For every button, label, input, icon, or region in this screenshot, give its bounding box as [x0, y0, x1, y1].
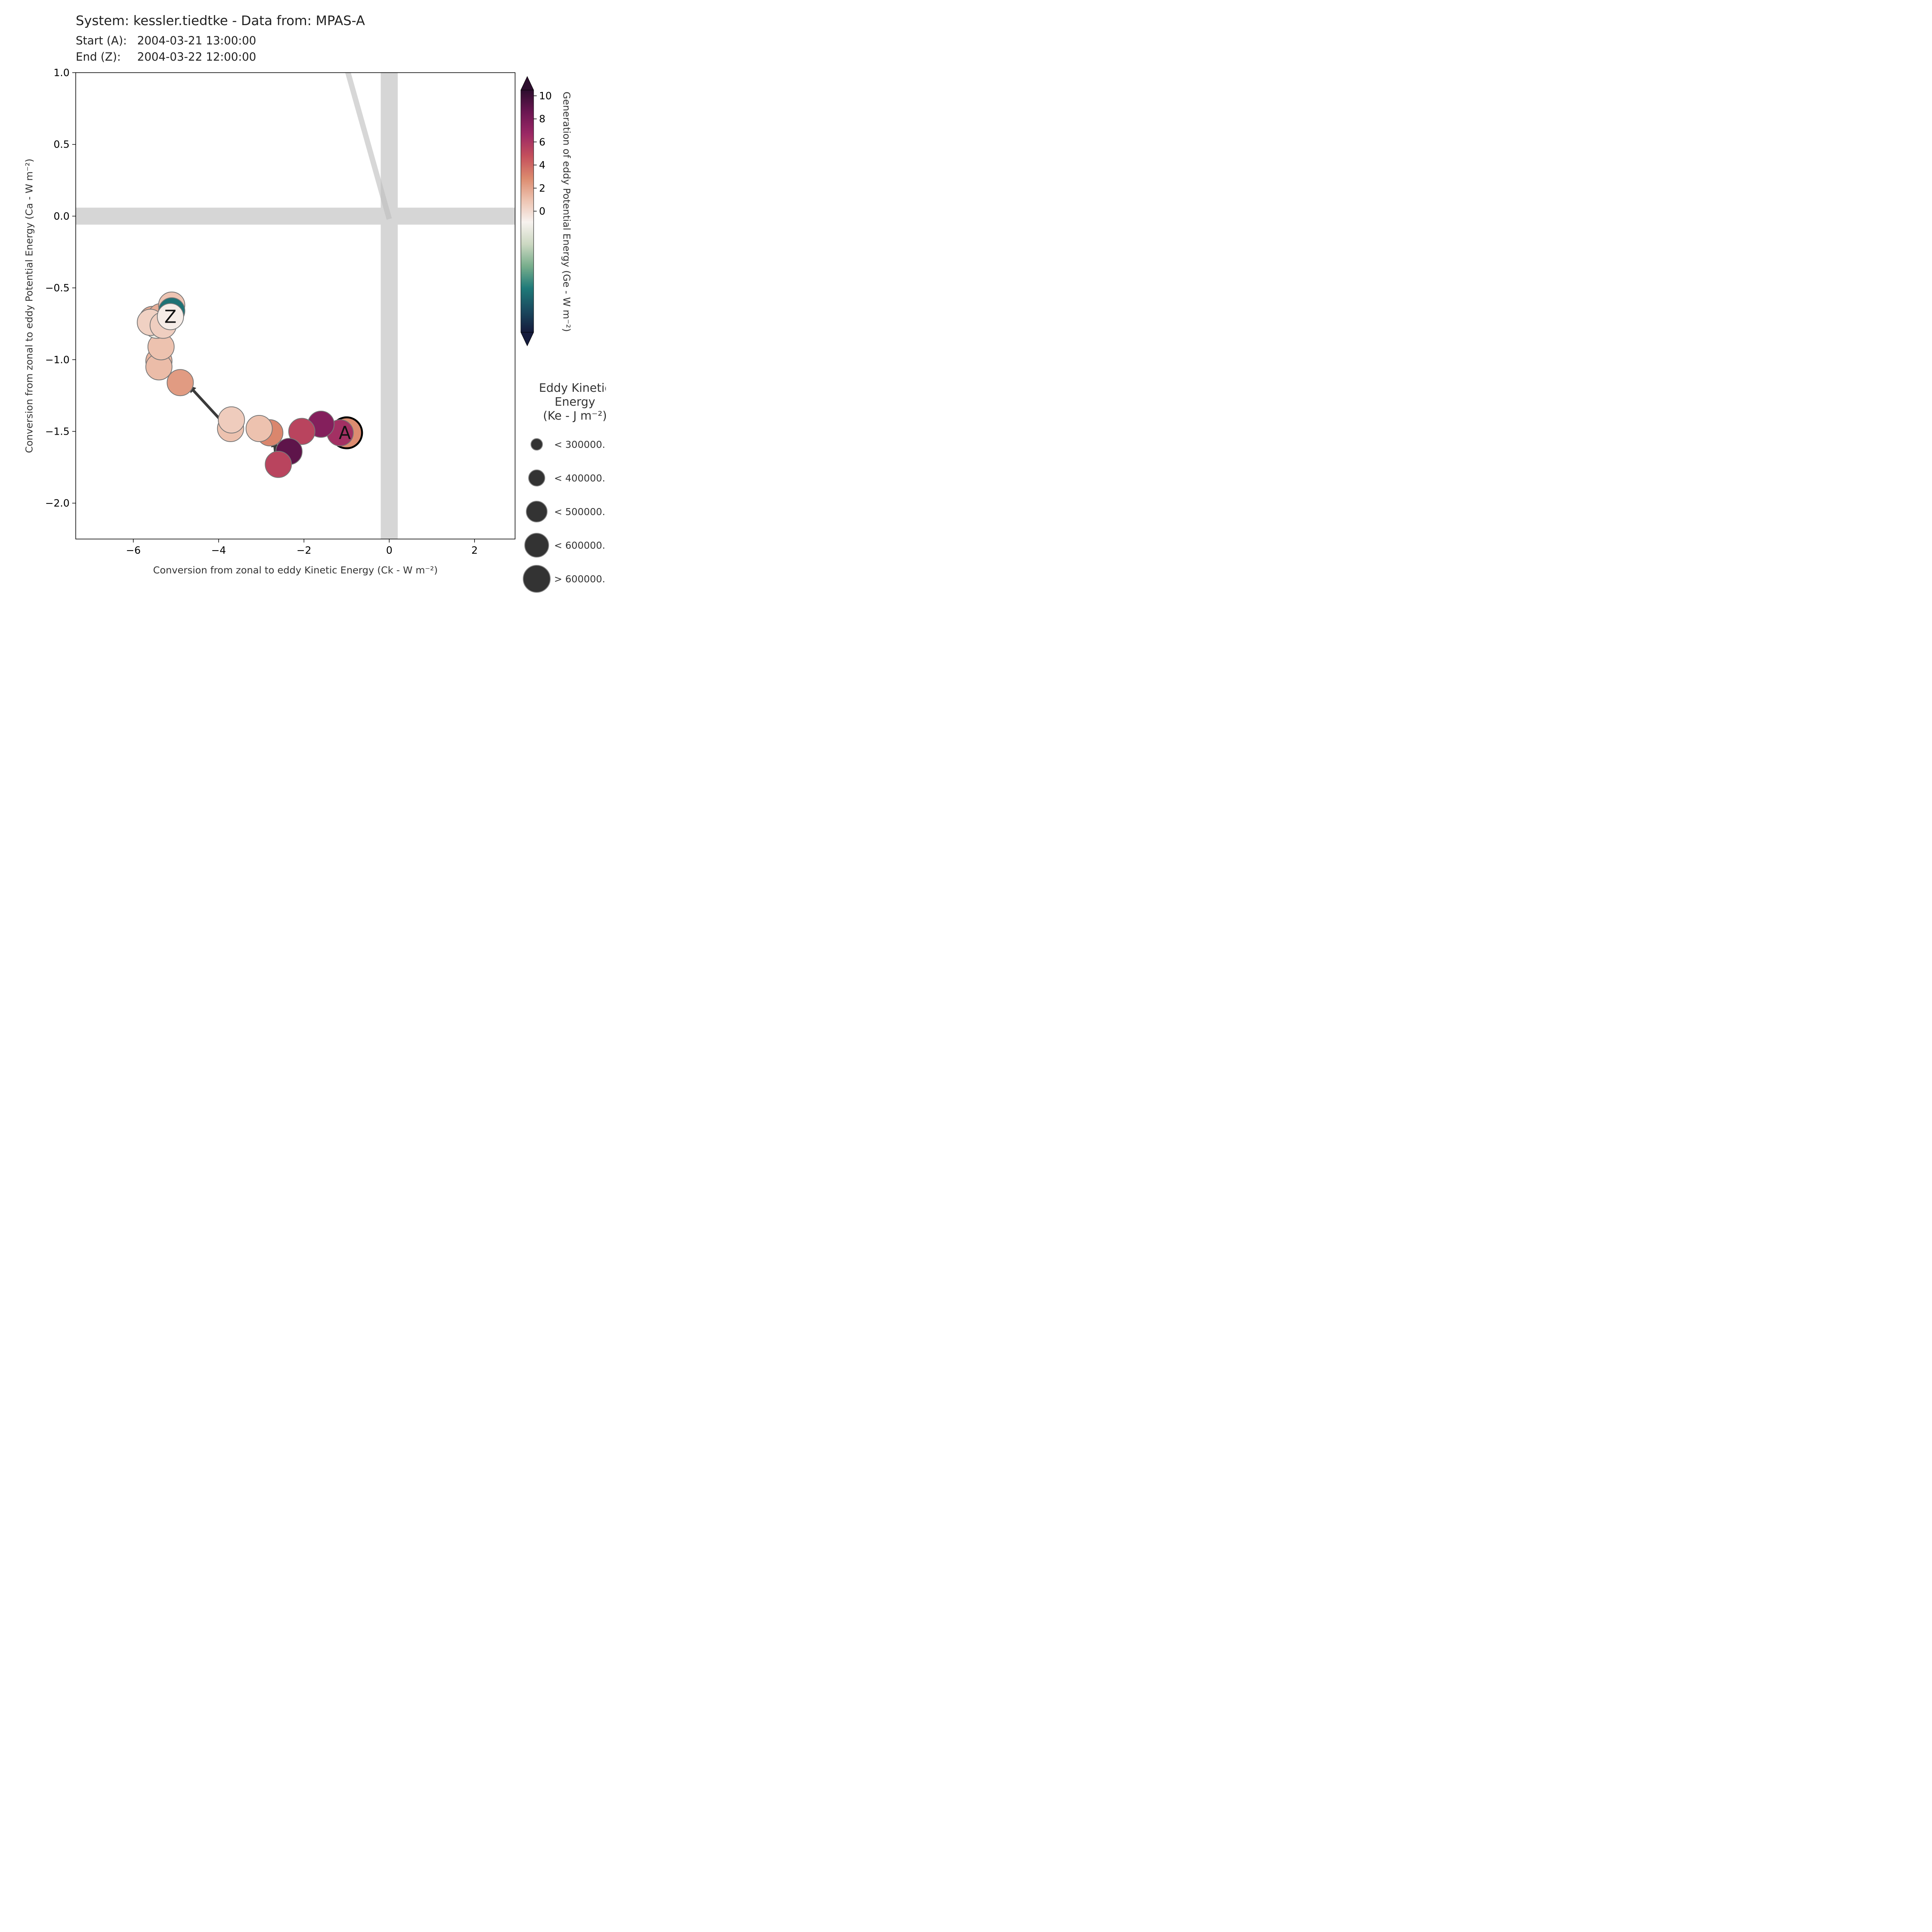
y-tick-label: −1.5	[45, 426, 70, 437]
x-tick-label: −6	[126, 545, 141, 556]
size-legend-marker	[531, 438, 543, 451]
colorbar-tick-label: 6	[539, 136, 546, 148]
start-marker-label: A	[339, 422, 351, 443]
energy-cycle-chart: AZ −6 −4 −2 0 21.00.50.0−0.5−1.0−1.5−2.0Conv…	[24, 67, 606, 593]
size-legend-marker	[523, 565, 551, 593]
size-legend-title: Eddy Kinetic	[539, 381, 606, 395]
y-tick-label: −1.0	[45, 354, 70, 366]
reference-guides	[76, 73, 515, 539]
size-legend-label: < 600000.	[554, 540, 605, 551]
y-tick-label: 0.5	[54, 139, 70, 151]
size-legend-marker	[528, 469, 545, 486]
trajectory-point	[265, 451, 292, 478]
x-tick-label: 2	[471, 545, 478, 556]
colorbar-tick-label: 0	[539, 206, 546, 218]
plot-background	[76, 73, 515, 539]
y-tick-label: 1.0	[54, 67, 70, 79]
horizontal-guide-band	[76, 207, 515, 225]
plot-area	[76, 73, 515, 539]
size-legend-label: > 600000.	[554, 573, 605, 585]
trajectory-point	[167, 369, 194, 396]
size-legend-marker	[526, 501, 548, 522]
colorbar-max-extension	[520, 76, 534, 90]
colorbar-tick-label: 10	[539, 90, 552, 102]
start-time-value: 2004-03-21 13:00:00	[137, 34, 256, 47]
end-time-value: 2004-03-22 12:00:00	[137, 50, 256, 63]
size-legend-label: < 400000.	[554, 473, 605, 484]
size-legend-label: < 500000.	[554, 506, 605, 517]
size-legend-marker	[524, 533, 549, 558]
trajectory-point	[288, 418, 316, 445]
trajectory-points: AZ	[137, 291, 363, 478]
y-axis-label: Conversion from zonal to eddy Potential …	[24, 159, 35, 453]
end-time-label: End (Z):	[76, 50, 121, 63]
start-time-label: Start (A):	[76, 34, 127, 47]
size-legend-title: (Ke - J m⁻²)	[543, 409, 606, 423]
plot-frame	[75, 72, 515, 539]
trajectory-point	[157, 303, 184, 330]
trajectory-point	[245, 415, 273, 442]
size-legend-label: < 300000.	[554, 439, 605, 450]
colorbar-label: Generation of eddy Potential Energy (Ge …	[561, 92, 572, 332]
y-tick-label: −2.0	[45, 498, 70, 509]
colorbar-tick-label: 8	[539, 114, 546, 125]
x-axis-label: Conversion from zonal to eddy Kinetic En…	[153, 565, 438, 576]
x-tick-label: −4	[211, 545, 226, 556]
colorbar-min-extension	[520, 332, 534, 347]
x-tick-label: 0	[386, 545, 393, 556]
diagonal-guide-line	[345, 73, 392, 220]
vertical-guide-band	[381, 73, 398, 539]
colorbar: 10 8 6 4 2 0 Generation of eddy Potential Ener…	[520, 76, 572, 347]
plot-axes: −6 −4 −2 0 2 1.0 0.5 0.0 −0.5 −1.0 −1.5 −2.0 Convers…	[24, 67, 515, 576]
y-tick-label: −0.5	[45, 282, 70, 294]
chart-title: System: kessler.tiedtke - Data from: MPA…	[76, 13, 365, 29]
end-marker-label: Z	[164, 306, 177, 327]
colorbar-gradient	[520, 90, 534, 333]
x-tick-label: −2	[296, 545, 311, 556]
trajectory-point	[218, 406, 245, 434]
y-tick-label: 0.0	[54, 211, 70, 222]
colorbar-tick-label: 4	[539, 160, 546, 171]
colorbar-tick-label: 2	[539, 183, 546, 194]
size-legend-title: Energy	[554, 395, 595, 409]
